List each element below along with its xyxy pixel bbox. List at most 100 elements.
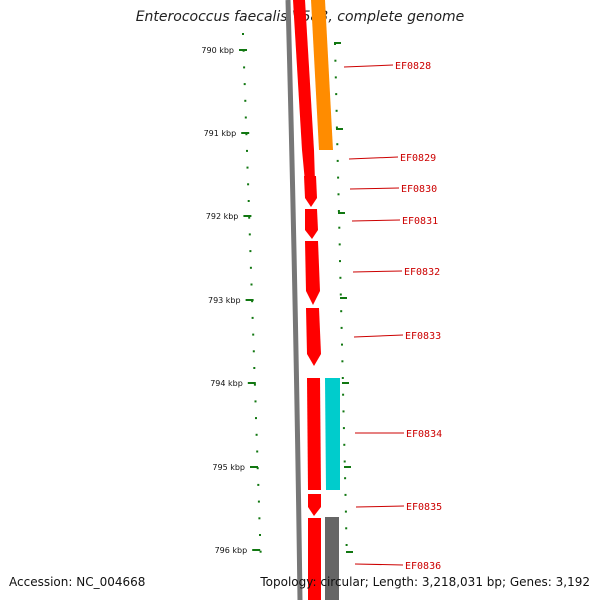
gene-leader-line (351, 219, 401, 222)
major-tick-right (338, 212, 345, 214)
gene-leader-line (349, 187, 400, 190)
major-tick-right (336, 128, 343, 130)
minor-tick-left (256, 450, 259, 453)
minor-tick-right (344, 493, 347, 496)
minor-tick-right (344, 510, 347, 513)
major-tick (239, 49, 247, 51)
gene-arrow-ef0835 (308, 494, 321, 516)
minor-tick-right (341, 343, 343, 346)
gene-label-ef0834: EF0834 (406, 429, 442, 440)
kbp-label: 793 kbp (208, 296, 241, 305)
minor-tick-right (341, 360, 344, 363)
gene-label-ef0829: EF0829 (400, 153, 436, 164)
gene-labels: EF0828 EF0829 EF0830 EF0831 EF0832 EF0833 EF08… (343, 61, 442, 572)
minor-tick-left (248, 233, 251, 236)
minor-tick-left (249, 266, 252, 269)
minor-tick-right (335, 93, 338, 96)
minor-tick-right (336, 159, 339, 162)
minor-tick-right (337, 176, 340, 179)
gene-label-ef0830: EF0830 (401, 184, 437, 195)
major-tick (250, 466, 258, 468)
major-tick (243, 215, 252, 217)
major-tick (247, 382, 256, 384)
accession-text: Accession: NC_004668 (9, 575, 146, 589)
minor-tick-right (334, 76, 337, 79)
major-tick (245, 299, 254, 301)
minor-tick-right (342, 427, 345, 430)
kbp-label: 792 kbp (206, 212, 239, 221)
major-tick-right (340, 297, 347, 299)
gene-label-ef0833: EF0833 (405, 331, 441, 342)
major-tick (241, 132, 250, 134)
kbp-scale: 790 kbp 791 kbp 792 kbp 793 kbp 794 kbp 795 k… (201, 46, 261, 555)
gene-block-ef0836 (308, 518, 321, 600)
major-tick (252, 549, 261, 551)
minor-tick-left (242, 33, 244, 35)
minor-tick-left (252, 333, 255, 336)
minor-tick-left (254, 400, 257, 403)
minor-tick-left (244, 116, 247, 119)
gene-leader-line (343, 64, 394, 68)
minor-tick-right (337, 193, 340, 196)
gene-arrow-ef0833 (306, 308, 321, 366)
minor-tick-right (343, 460, 346, 463)
genome-info-text: Topology: circular; Length: 3,218,031 bp… (260, 575, 590, 589)
minor-tick-right (345, 544, 348, 546)
minor-tick-left (259, 534, 261, 536)
minor-tick-left (249, 250, 252, 253)
minor-tick-left (253, 367, 256, 369)
gene-label-ef0835: EF0835 (406, 502, 442, 513)
minor-tick-left (247, 200, 250, 202)
minor-tick-left (259, 550, 262, 553)
minor-tick-right (339, 293, 342, 296)
minor-tick-right (338, 243, 341, 246)
gene-leader-line (355, 505, 405, 508)
kbp-label: 794 kbp (210, 379, 243, 388)
gene-leader-line (354, 563, 404, 566)
minor-tick-left (257, 483, 260, 486)
minor-tick-left (255, 433, 258, 436)
major-tick-right (334, 42, 341, 44)
minor-tick-right (339, 260, 341, 263)
minor-tick-left (253, 383, 256, 386)
minor-tick-right (342, 410, 345, 413)
kbp-label: 796 kbp (215, 546, 248, 555)
minor-tick-left (258, 517, 261, 520)
minor-tick-left (248, 216, 251, 219)
gene-block-ef0828 (311, 0, 333, 150)
minor-tick-right (335, 109, 338, 112)
left-tick-marks (242, 33, 262, 553)
minor-tick-right (341, 377, 344, 379)
minor-tick-left (244, 99, 247, 102)
minor-tick-left (243, 83, 246, 86)
gene-block-ef0828-forward-part (293, 0, 314, 150)
gene-label-ef0831: EF0831 (402, 216, 438, 227)
major-tick-right (342, 382, 349, 384)
minor-tick-left (247, 183, 250, 186)
gene-leader-line (352, 270, 403, 273)
minor-tick-right (340, 326, 343, 329)
minor-tick-left (250, 283, 253, 286)
minor-tick-left (251, 316, 254, 319)
minor-tick-left (256, 467, 259, 470)
minor-tick-left (252, 350, 255, 353)
minor-tick-right (344, 477, 347, 480)
minor-tick-left (257, 500, 260, 503)
gene-block-ef0834 (307, 378, 321, 490)
gene-block-ef0836-reverse (325, 517, 339, 600)
major-tick-right (344, 466, 351, 468)
gene-arrow-ef0830 (304, 176, 317, 207)
minor-tick-right (340, 310, 343, 313)
minor-tick-left (246, 166, 249, 169)
minor-tick-right (338, 226, 341, 229)
gene-label-ef0836: EF0836 (405, 561, 441, 572)
gene-label-ef0828: EF0828 (395, 61, 431, 72)
minor-tick-right (343, 443, 346, 446)
gene-block-ef0834-reverse (325, 378, 340, 490)
gene-arrow-ef0831 (305, 209, 318, 239)
minor-tick-left (245, 133, 248, 136)
gene-leader-line (353, 334, 404, 338)
minor-tick-right (335, 126, 338, 129)
minor-tick-right (337, 210, 340, 212)
